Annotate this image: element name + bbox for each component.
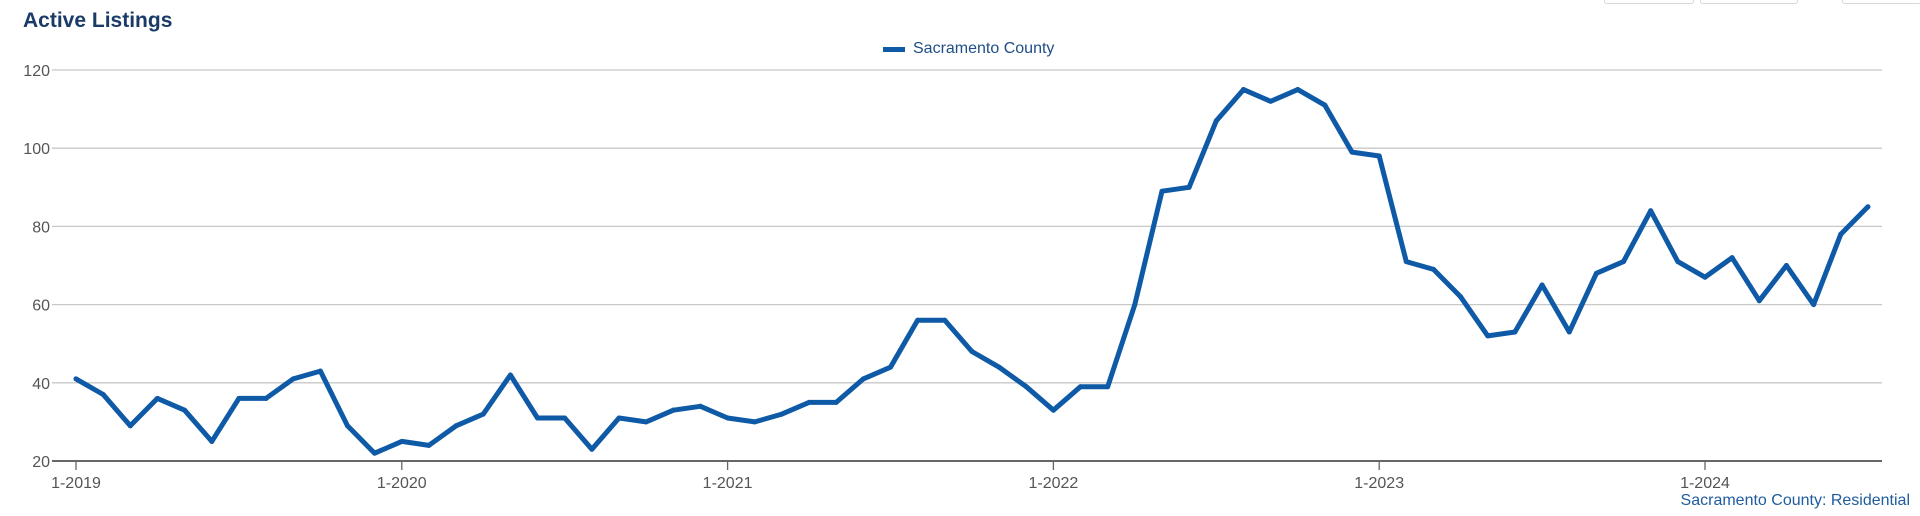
data-point[interactable] (1485, 333, 1491, 339)
data-point[interactable] (996, 364, 1002, 370)
data-point[interactable] (453, 423, 459, 429)
axes (52, 460, 1882, 470)
legend-label: Sacramento County (913, 40, 1055, 57)
data-point[interactable] (507, 372, 513, 378)
data-point[interactable] (1322, 102, 1328, 108)
data-point[interactable] (426, 442, 432, 448)
y-tick-label: 40 (32, 376, 50, 393)
series-layer (73, 87, 1871, 456)
data-point[interactable] (182, 407, 188, 413)
data-point[interactable] (725, 415, 731, 421)
data-point[interactable] (1621, 259, 1627, 265)
y-tick-label: 100 (23, 141, 50, 158)
data-point[interactable] (1050, 407, 1056, 413)
data-point[interactable] (942, 317, 948, 323)
data-point[interactable] (1811, 302, 1817, 308)
data-point[interactable] (860, 376, 866, 382)
series-line[interactable] (73, 87, 1871, 456)
data-point[interactable] (535, 415, 541, 421)
data-point[interactable] (779, 411, 785, 417)
data-point[interactable] (562, 415, 568, 421)
data-point[interactable] (888, 364, 893, 370)
data-point[interactable] (915, 317, 921, 323)
data-point[interactable] (1105, 384, 1111, 390)
data-point[interactable] (1268, 98, 1274, 104)
data-point[interactable] (209, 438, 215, 444)
data-point[interactable] (670, 407, 676, 413)
chart-title: Active Listings (23, 9, 173, 32)
data-point[interactable] (154, 395, 160, 401)
data-point[interactable] (1078, 384, 1084, 390)
y-tick-label: 120 (23, 63, 50, 80)
data-point[interactable] (833, 399, 839, 405)
data-point[interactable] (752, 419, 758, 425)
data-point[interactable] (1593, 270, 1599, 276)
data-point[interactable] (100, 392, 106, 398)
data-point[interactable] (1675, 259, 1681, 265)
data-point[interactable] (317, 368, 323, 374)
source-label: Sacramento County: Residential (1680, 492, 1910, 509)
x-tick-label: 1-2019 (51, 475, 101, 492)
y-tick-label: 60 (32, 298, 50, 315)
data-point[interactable] (1159, 188, 1165, 194)
data-point[interactable] (1512, 329, 1518, 335)
y-tick-label: 80 (32, 219, 50, 236)
data-point[interactable] (1783, 263, 1789, 268)
data-point[interactable] (263, 395, 269, 401)
data-point[interactable] (1213, 118, 1219, 124)
toolbar-button-1[interactable] (1604, 0, 1694, 4)
data-point[interactable] (372, 450, 378, 456)
data-point[interactable] (399, 438, 405, 444)
data-point[interactable] (1838, 231, 1844, 237)
chart-legend[interactable]: Sacramento County (883, 40, 1054, 58)
data-point[interactable] (1186, 184, 1192, 190)
x-tick-label: 1-2024 (1680, 475, 1730, 492)
x-tick-label: 1-2020 (377, 475, 427, 492)
data-point[interactable] (1702, 274, 1708, 280)
data-point[interactable] (1240, 87, 1246, 93)
toolbar-button-3[interactable] (1842, 0, 1920, 4)
data-point[interactable] (1458, 294, 1464, 300)
data-point[interactable] (1566, 329, 1572, 335)
data-point[interactable] (643, 419, 649, 425)
data-point[interactable] (1865, 204, 1871, 210)
data-point[interactable] (1539, 282, 1545, 288)
data-point[interactable] (589, 446, 595, 452)
data-point[interactable] (1132, 302, 1138, 308)
data-point[interactable] (1729, 255, 1735, 261)
axis-labels: 20 40 60 80 100 120 1-2019 1-2020 1-2021 1-2022 1-… (23, 63, 1730, 492)
data-point[interactable] (697, 403, 703, 409)
data-point[interactable] (1431, 266, 1436, 272)
data-point[interactable] (1023, 384, 1029, 390)
x-tick-label: 1-2023 (1354, 475, 1404, 492)
data-point[interactable] (73, 376, 79, 382)
data-point[interactable] (236, 395, 242, 401)
data-point[interactable] (1648, 208, 1654, 214)
data-point[interactable] (480, 411, 486, 417)
grid-lines (52, 69, 1882, 384)
data-point[interactable] (1403, 259, 1409, 265)
x-tick-label: 1-2021 (703, 475, 753, 492)
data-point[interactable] (1349, 149, 1355, 155)
data-point[interactable] (290, 376, 296, 382)
x-tick-label: 1-2022 (1028, 475, 1078, 492)
data-point[interactable] (127, 423, 133, 429)
legend-swatch (883, 46, 905, 52)
data-point[interactable] (1756, 298, 1762, 304)
data-point[interactable] (969, 349, 975, 355)
data-point[interactable] (1376, 153, 1382, 159)
y-tick-label: 20 (32, 454, 50, 471)
data-point[interactable] (345, 423, 350, 429)
data-point[interactable] (806, 399, 812, 405)
data-point[interactable] (616, 415, 622, 421)
data-point[interactable] (1295, 87, 1301, 93)
toolbar-button-2[interactable] (1700, 0, 1798, 4)
